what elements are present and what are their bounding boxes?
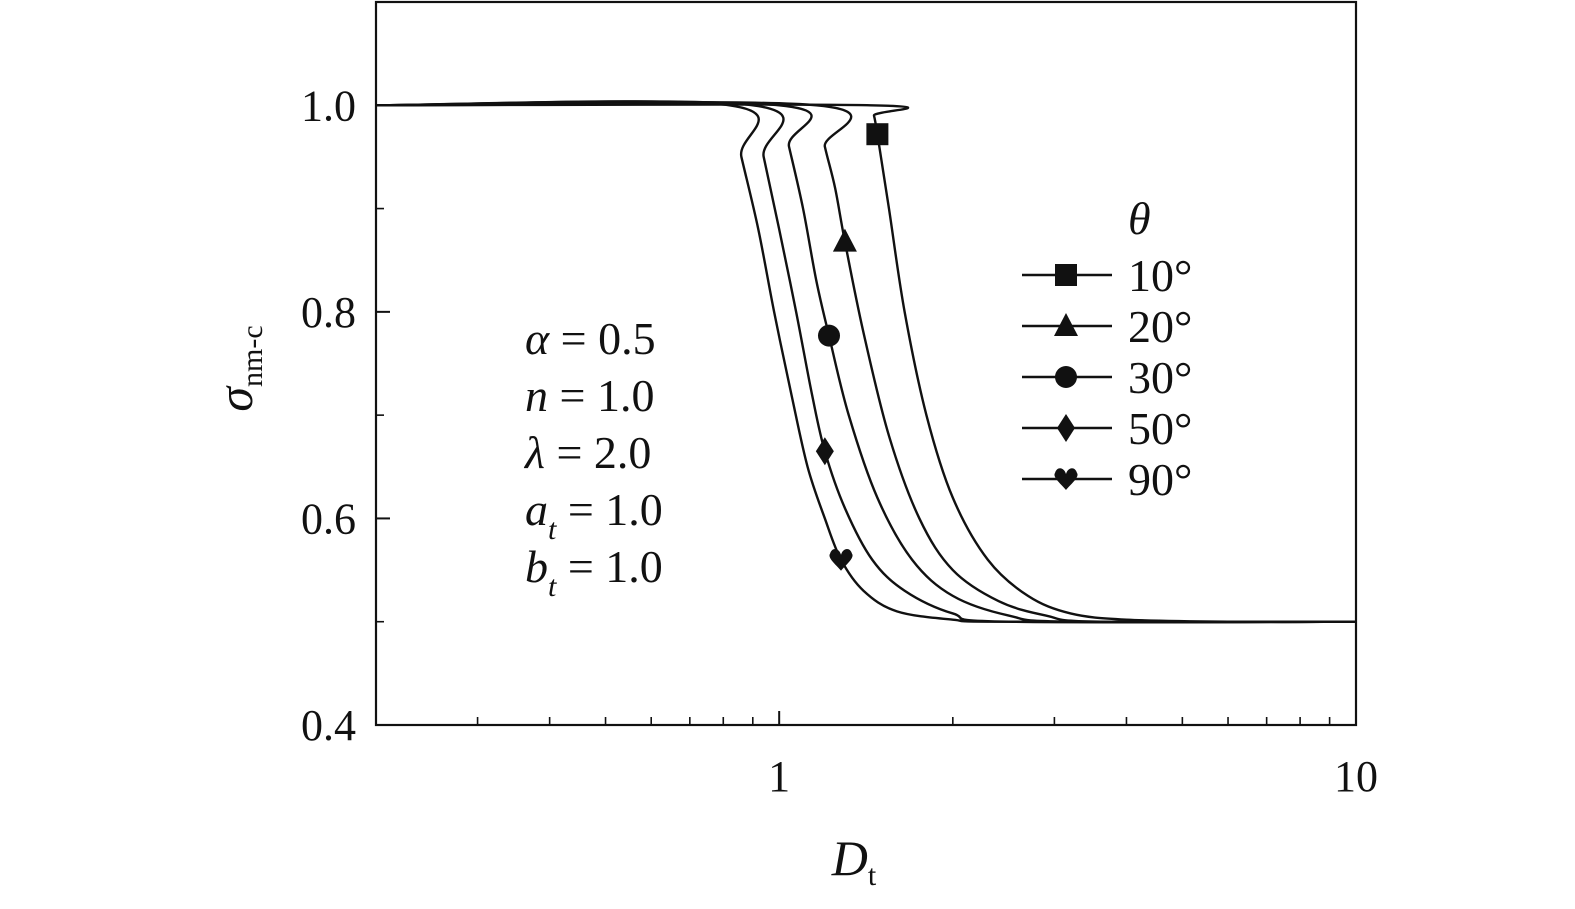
param-value: = 1.0 (556, 484, 662, 535)
param-0: α = 0.5 (525, 313, 656, 364)
plot-content (375, 100, 1357, 624)
param-value: = 2.0 (545, 427, 651, 478)
y-axis-label-main: σ (207, 385, 263, 412)
series-marker-0 (866, 123, 889, 146)
legend-label-2: 30° (1128, 352, 1192, 403)
param-3: at = 1.0 (525, 484, 663, 546)
legend-marker-2 (1055, 366, 1077, 388)
legend-label-4: 90° (1128, 454, 1192, 505)
legend-title: θ (1128, 193, 1151, 244)
legend-label-0: 10° (1128, 250, 1192, 301)
param-symbol: α (525, 313, 550, 364)
param-value: = 1.0 (548, 370, 654, 421)
y-axis-label: σnm-c (207, 325, 269, 411)
param-value: = 0.5 (549, 313, 655, 364)
param-symbol: b (525, 541, 548, 592)
series-line-3 (375, 100, 1357, 624)
series-line-2 (375, 101, 1357, 624)
param-value: = 1.0 (556, 541, 662, 592)
y-tick-label: 0.6 (301, 494, 356, 543)
legend-label-1: 20° (1128, 301, 1192, 352)
plot-frame (374, 0, 1358, 727)
series-marker-1 (832, 228, 857, 252)
y-tick-label: 1.0 (301, 81, 356, 130)
legend-marker-1 (1054, 313, 1078, 336)
param-1: n = 1.0 (525, 370, 654, 421)
param-symbol: λ (523, 427, 545, 478)
y-tick-label: 0.8 (301, 288, 356, 337)
param-4: bt = 1.0 (525, 541, 663, 603)
series-line-4 (375, 100, 1357, 624)
series-line-1 (375, 101, 1357, 624)
x-tick-label: 10 (1334, 752, 1378, 801)
param-subscript: t (548, 570, 557, 603)
series-marker-2 (817, 324, 840, 347)
parameter-annotations: α = 0.5n = 1.0λ = 2.0at = 1.0bt = 1.0 (523, 313, 663, 603)
param-symbol: n (525, 370, 548, 421)
series-marker-3 (815, 437, 834, 466)
legend: θ 10°20°30°50°90° (1022, 193, 1192, 505)
legend-label-3: 50° (1128, 403, 1192, 454)
param-2: λ = 2.0 (523, 427, 651, 478)
param-subscript: t (548, 513, 557, 546)
legend-marker-0 (1055, 264, 1077, 286)
axis-tick-labels: 1 10 0.4 0.6 0.8 1.0 (301, 81, 1378, 801)
y-tick-label: 0.4 (301, 701, 356, 750)
x-axis-label: Dt (831, 830, 877, 892)
series-line-0 (375, 103, 1357, 624)
legend-marker-4 (1054, 468, 1078, 490)
x-tick-label: 1 (768, 752, 790, 801)
y-axis-label-sub: nm-c (236, 325, 269, 387)
param-symbol: a (525, 484, 548, 535)
legend-marker-3 (1057, 414, 1075, 442)
series-marker-4 (829, 548, 853, 571)
x-axis-label-sub: t (868, 859, 877, 892)
axis-ticks (376, 104, 1357, 726)
x-axis-label-main: D (831, 830, 868, 886)
